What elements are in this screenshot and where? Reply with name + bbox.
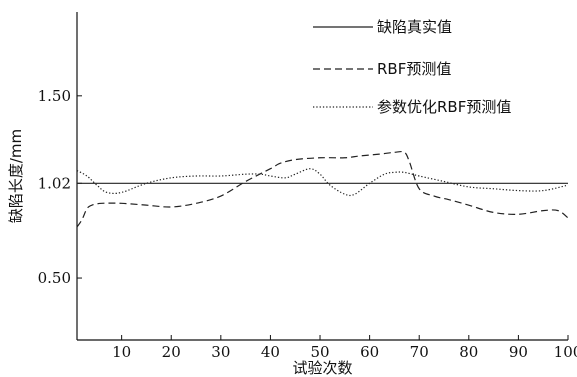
legend-label-1: 缺陷真实值 <box>377 18 452 36</box>
x-tick-label: 30 <box>211 343 230 361</box>
series-line-3 <box>76 168 569 197</box>
x-tick-label: 50 <box>310 343 329 361</box>
x-axis-title: 试验次数 <box>292 359 352 377</box>
series-line-2 <box>76 150 569 228</box>
legend-label-2: RBF预测值 <box>377 60 451 78</box>
x-tick-label: 70 <box>410 343 429 361</box>
y-axis-title: 缺陷长度/mm <box>7 129 25 223</box>
y-tick-label: 1.02 <box>38 174 71 192</box>
x-tick-label: 100 <box>554 343 577 361</box>
y-tick-label: 0.50 <box>38 269 71 287</box>
y-tick-label: 1.50 <box>38 87 71 105</box>
x-tick-label: 80 <box>459 343 478 361</box>
x-tick-label: 20 <box>162 343 181 361</box>
x-tick-label: 10 <box>112 343 131 361</box>
ticks: 10 20 30 40 50 60 70 80 90 100 0.50 1.02 1.50 <box>38 87 577 361</box>
x-tick-label: 60 <box>360 343 379 361</box>
series-layer <box>76 150 569 228</box>
legend-label-3: 参数优化RBF预测值 <box>377 98 511 116</box>
axes <box>76 12 568 341</box>
x-tick-label: 90 <box>509 343 528 361</box>
x-tick-label: 40 <box>261 343 280 361</box>
